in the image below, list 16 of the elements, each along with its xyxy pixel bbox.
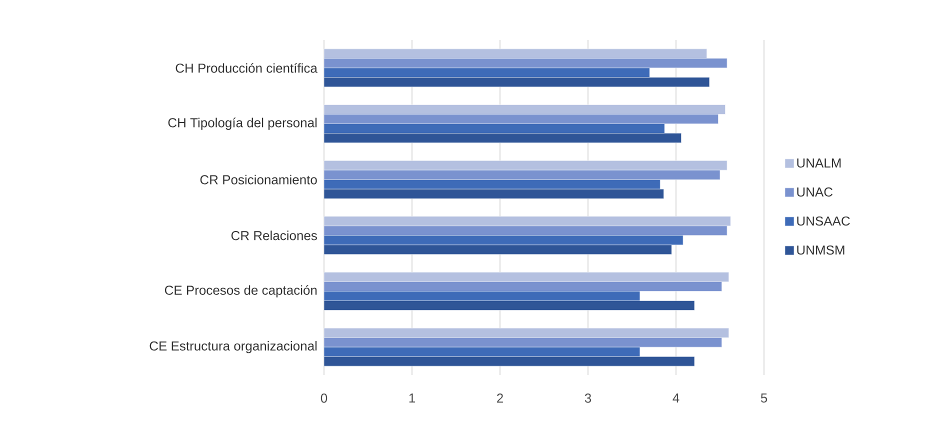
legend-label: UNALM <box>797 158 841 168</box>
x-tick-label: 3 <box>584 394 592 403</box>
x-tick-label: 5 <box>760 394 768 403</box>
x-tick-label: 0 <box>320 394 328 403</box>
y-tick-label: CE Estructura organizacional <box>150 341 317 354</box>
x-tick-label: 4 <box>672 394 680 402</box>
y-tick-label: CR Posicionamiento <box>200 174 317 184</box>
y-tick-label: CH Tipología del personal <box>168 118 317 130</box>
y-tick-label: CR Relaciones <box>231 230 317 240</box>
y-tick-label: CH Producción científica <box>176 63 318 73</box>
x-tick-label: 2 <box>497 394 503 403</box>
legend-label: UNAC <box>797 187 833 197</box>
legend-label: UNMSM <box>797 245 844 255</box>
legend-label: UNSAAC <box>797 216 850 226</box>
x-tick-label: 1 <box>409 394 415 402</box>
y-tick-label: CE Procesos de captación <box>164 285 317 298</box>
